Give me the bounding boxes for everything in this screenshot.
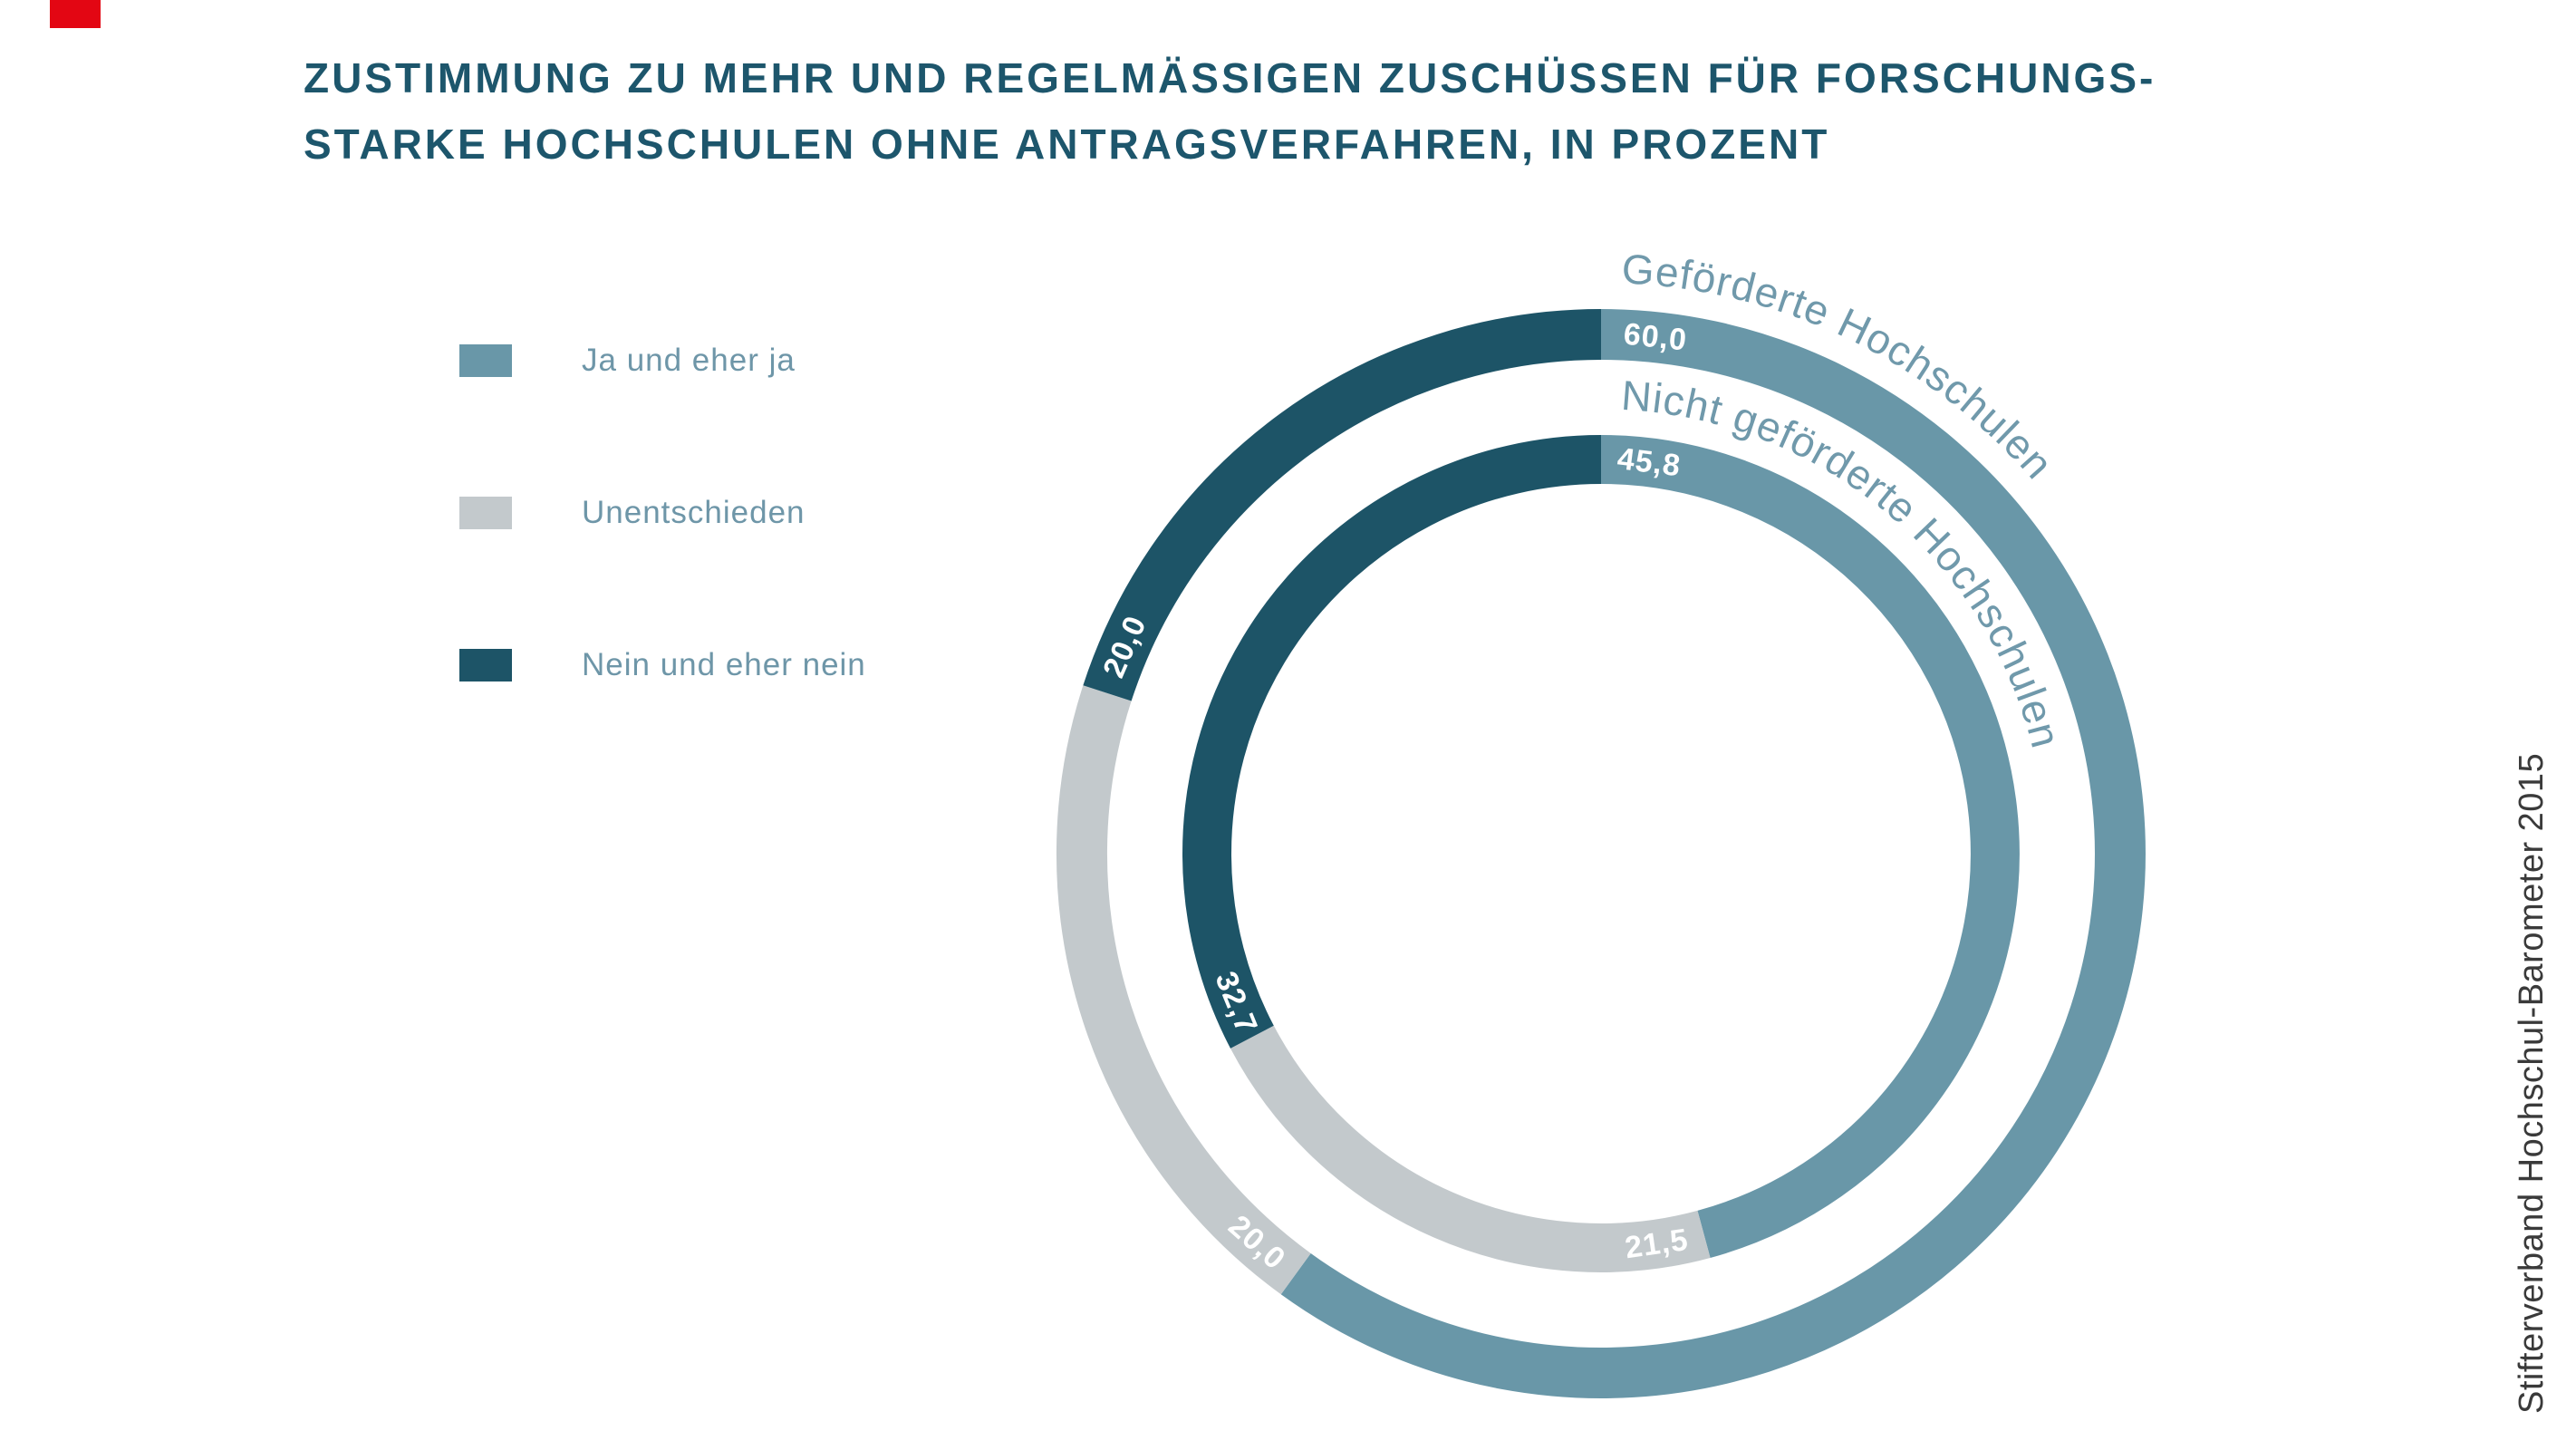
ring-outer-segment-1 [1056,685,1311,1295]
legend-label-ja: Ja und eher ja [582,343,796,378]
value-label-inner-0: 45,8 [1616,441,1683,483]
legend-swatch-nein [459,649,512,682]
red-corner-marker [50,0,101,28]
ring-inner-segment-1 [1230,1025,1711,1272]
legend: Ja und eher ja Unentschieden Nein und eh… [459,343,866,801]
ring-inner-segment-0 [1600,435,2020,1258]
title-line-2: STARKE HOCHSCHULEN OHNE ANTRAGSVERFAHREN… [304,121,1830,168]
legend-item-unentschieden: Unentschieden [459,495,866,530]
legend-label-unentschieden: Unentschieden [582,495,806,530]
value-label-outer-0: 60,0 [1622,317,1689,358]
title-line-1: ZUSTIMMUNG ZU MEHR UND REGELMÄSSIGEN ZUS… [304,54,2156,102]
legend-swatch-ja [459,344,512,377]
page-title: ZUSTIMMUNG ZU MEHR UND REGELMÄSSIGEN ZUS… [304,45,2156,178]
legend-item-nein: Nein und eher nein [459,647,866,682]
source-citation: Stifterverband Hochschul-Barometer 2015 [2513,753,2551,1414]
ring-inner-segment-2 [1182,435,1602,1049]
legend-item-ja: Ja und eher ja [459,343,866,378]
ring-outer-segment-0 [1280,309,2146,1398]
ring-outer-segment-2 [1083,309,1602,701]
legend-swatch-unentschieden [459,497,512,529]
donut-rings [1056,309,2146,1398]
legend-label-nein: Nein und eher nein [582,647,866,682]
